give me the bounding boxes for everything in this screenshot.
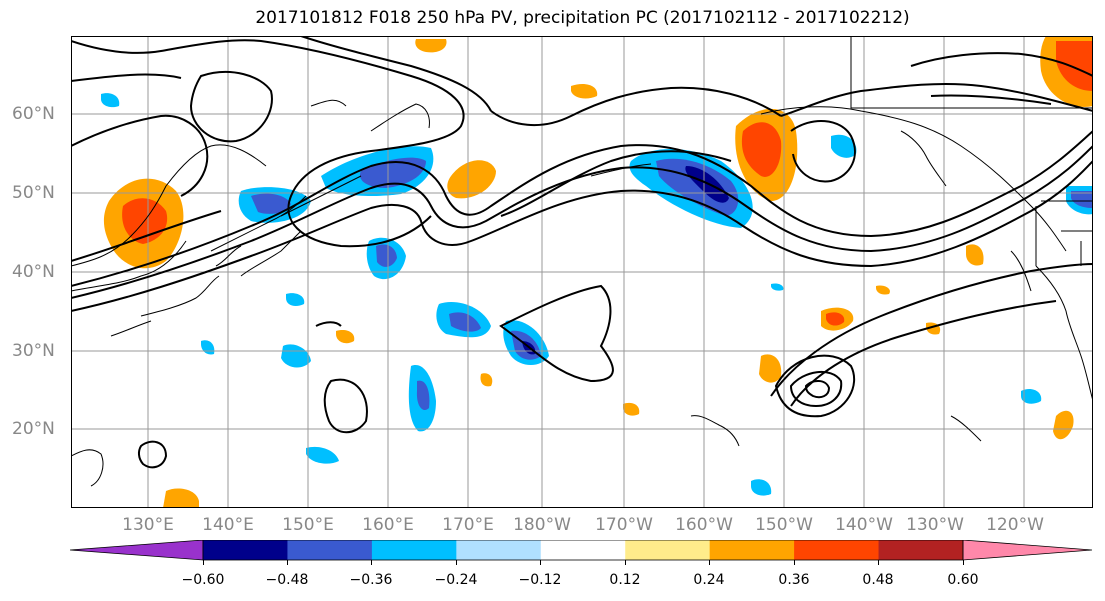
lon-label: 130°W — [906, 515, 964, 535]
map-canvas — [71, 36, 1093, 508]
precip-positive-shading — [103, 36, 1093, 508]
lat-label: 60°N — [12, 104, 55, 124]
lon-label: 150°E — [282, 515, 334, 535]
map-title: 2017101812 F018 250 hPa PV, precipitatio… — [255, 8, 910, 28]
lon-label: 120°W — [986, 515, 1044, 535]
colorbar-segment — [371, 540, 457, 560]
lon-label: 160°E — [362, 515, 414, 535]
lat-label: 20°N — [12, 419, 55, 439]
lon-label: 140°W — [835, 515, 893, 535]
colorbar-tick-label: −0.60 — [181, 572, 225, 588]
colorbar-segment — [203, 540, 288, 560]
colorbar-tick-label: −0.12 — [518, 572, 562, 588]
colorbar-tick-label: −0.36 — [349, 572, 393, 588]
colorbar-tick — [709, 560, 710, 565]
colorbar-tick — [203, 560, 204, 565]
colorbar-segment — [456, 540, 542, 560]
colorbar-tick-label: 0.24 — [693, 572, 725, 588]
lat-label: 30°N — [12, 341, 55, 361]
colorbar-tick-label: −0.48 — [265, 572, 309, 588]
map-plot-area — [71, 36, 1093, 508]
lon-label: 170°E — [442, 515, 494, 535]
colorbar-tick — [456, 560, 457, 565]
lon-label: 180°W — [513, 515, 571, 535]
lat-label: 40°N — [12, 262, 55, 282]
graticule — [71, 36, 1093, 508]
lon-label: 140°E — [202, 515, 254, 535]
colorbar-segment — [794, 540, 880, 560]
colorbar-tick — [540, 560, 541, 565]
colorbar-outline — [202, 540, 964, 561]
lon-label: 170°W — [595, 515, 653, 535]
colorbar-tick-label: 0.48 — [862, 572, 894, 588]
colorbar-tick — [878, 560, 879, 565]
colorbar-tick — [963, 560, 964, 565]
colorbar-segment — [540, 540, 626, 560]
colorbar-tick-label: −0.24 — [434, 572, 478, 588]
colorbar-extend-low — [70, 540, 204, 561]
colorbar-tick-label: 0.36 — [778, 572, 810, 588]
colorbar-tick-label: 0.12 — [609, 572, 641, 588]
lon-label: 160°W — [675, 515, 733, 535]
lat-label: 50°N — [12, 183, 55, 203]
lon-label: 130°E — [122, 515, 174, 535]
colorbar-tick — [625, 560, 626, 565]
colorbar-segment — [878, 540, 964, 560]
lon-label: 150°W — [755, 515, 813, 535]
colorbar-tick-label: 0.60 — [947, 572, 979, 588]
coastlines — [71, 36, 1093, 487]
colorbar-segment — [287, 540, 373, 560]
colorbar-extend-high — [962, 540, 1093, 561]
colorbar-segment — [709, 540, 795, 560]
colorbar-segment — [625, 540, 711, 560]
colorbar-tick — [287, 560, 288, 565]
colorbar — [70, 540, 1093, 561]
pv-contours — [71, 36, 1093, 469]
colorbar-tick — [371, 560, 372, 565]
colorbar-tick — [794, 560, 795, 565]
